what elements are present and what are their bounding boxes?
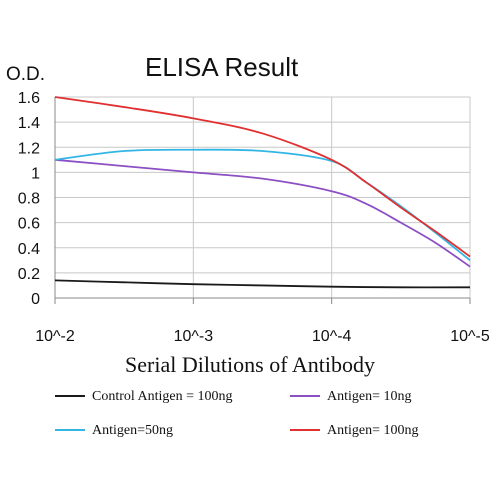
x-tick-label: 10^-4	[312, 328, 352, 345]
legend-label: Antigen=50ng	[92, 423, 173, 438]
legend-label: Antigen= 10ng	[327, 389, 412, 404]
series-line-0	[54, 279, 471, 289]
y-tick-label: 1.2	[18, 140, 40, 157]
legend-label: Control Antigen = 100ng	[92, 389, 233, 404]
y-tick-label: 1	[31, 165, 40, 182]
legend: Control Antigen = 100ng Antigen= 10ng Anti…	[55, 389, 419, 438]
x-axis-label: Serial Dilutions of Antibody	[125, 352, 375, 377]
legend-label: Antigen= 100ng	[327, 423, 419, 438]
x-tick-label: 10^-3	[174, 328, 214, 345]
chart-title: ELISA Result	[145, 52, 299, 82]
y-tick-label: 0.8	[18, 191, 40, 208]
grid-lines	[54, 96, 471, 299]
series-line-1	[54, 158, 471, 268]
y-tick-label: 0.4	[18, 241, 40, 258]
x-tick-labels: 10^-2 10^-3 10^-4 10^-5	[35, 328, 490, 345]
series-line-3	[54, 96, 471, 258]
y-tick-label: 0	[31, 291, 40, 308]
series-lines	[54, 96, 471, 289]
y-axis-label: O.D.	[6, 64, 45, 85]
y-tick-label: 0.2	[18, 266, 40, 283]
y-tick-label: 1.4	[18, 115, 40, 132]
y-tick-label: 0.6	[18, 216, 40, 233]
x-tick-label: 10^-5	[450, 328, 490, 345]
plot-frame	[54, 97, 471, 304]
y-tick-label: 1.6	[18, 90, 40, 107]
y-tick-labels: 0 0.2 0.4 0.6 0.8 1 1.2 1.4 1.6	[18, 90, 40, 308]
x-tick-label: 10^-2	[35, 328, 75, 345]
